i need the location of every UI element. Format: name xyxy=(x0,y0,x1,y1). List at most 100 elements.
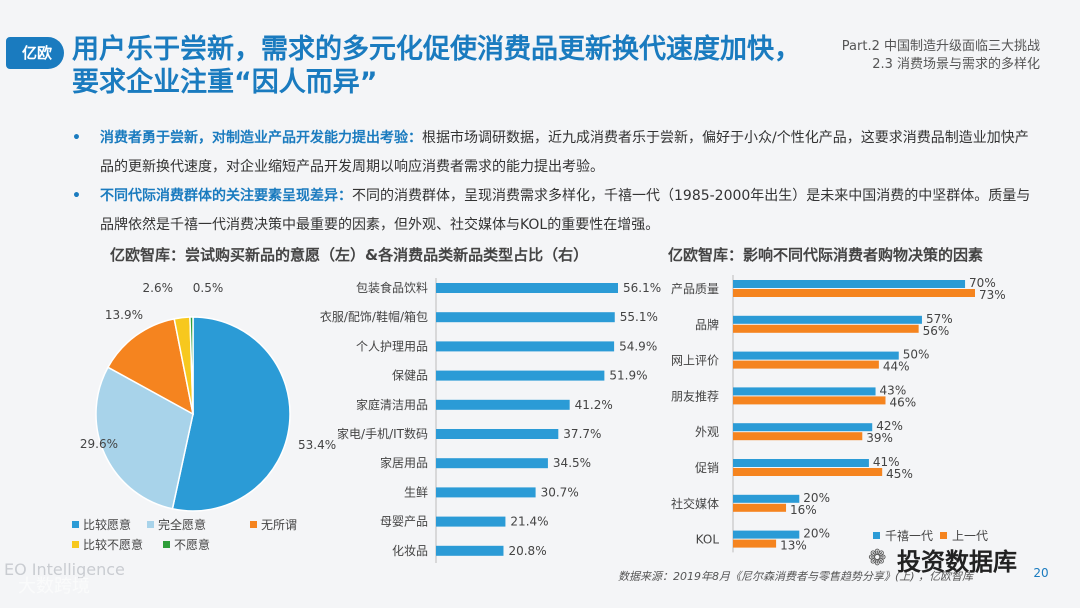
pie-label: 13.9% xyxy=(105,308,143,322)
grouped-bar-category-label: 朋友推荐 xyxy=(671,389,719,403)
pie-legend-swatch xyxy=(147,521,154,528)
wechat-icon: ❁ xyxy=(868,546,887,571)
bar xyxy=(436,458,548,469)
bar xyxy=(436,429,559,439)
grouped-legend-label: 千禧一代 xyxy=(885,529,933,543)
grouped-legend-swatch xyxy=(873,532,880,539)
bullet-text: 不同的消费群体，呈现消费需求多样化，千禧一代（1985-2000年出生）是未来中… xyxy=(100,188,1031,233)
grouped-bar-value-label: 16% xyxy=(790,503,817,517)
grouped-bar xyxy=(733,503,787,512)
bullet-text: 根据市场调研数据，近九成消费者乐于尝新，偏好于小众/个性化产品，这要求消费品制造… xyxy=(100,130,1029,175)
pie-legend-swatch xyxy=(72,541,79,548)
pie-slice xyxy=(171,316,291,512)
grouped-bar xyxy=(733,468,883,476)
grouped-bar xyxy=(733,459,869,467)
bar-category-label: 包装食品饮料 xyxy=(356,280,428,295)
pie-label: 53.4% xyxy=(298,438,336,452)
grouped-bar-category-label: 外观 xyxy=(695,425,719,439)
grouped-bar-value-label: 57% xyxy=(926,312,953,326)
grouped-bar xyxy=(733,315,922,324)
pie-label: 2.6% xyxy=(143,281,174,295)
bar-category-label: 保健品 xyxy=(392,369,428,383)
grouped-bar xyxy=(733,280,966,288)
bar-category-label: 化妆品 xyxy=(392,544,428,558)
pie-legend-label: 无所谓 xyxy=(261,518,297,532)
section-indicator: Part.2 中国制造升级面临三大挑战 2.3 消费场景与需求的多样化 xyxy=(842,38,1040,74)
grouped-bar xyxy=(733,289,975,297)
brand-cn-watermark: 大数跨境 xyxy=(18,576,90,597)
grouped-bar xyxy=(733,494,800,503)
logo-text: 亿欧 xyxy=(22,44,53,62)
grouped-bar-value-label: 20% xyxy=(803,491,830,505)
grouped-bar-category-label: 产品质量 xyxy=(671,282,719,296)
bar xyxy=(436,545,504,556)
part-label: Part.2 中国制造升级面临三大挑战 xyxy=(841,39,1040,54)
right-chart-subtitle: 亿欧智库：影响不同代际消费者购物决策的因素 xyxy=(668,246,984,264)
brand-en-watermark: EO Intelligence xyxy=(4,560,125,579)
grouped-bar xyxy=(733,432,863,441)
pie-legend-label: 比较不愿意 xyxy=(83,537,143,552)
bar xyxy=(436,399,570,410)
grouped-bar-value-label: 20% xyxy=(803,527,830,541)
watermark-text: 投资数据库 xyxy=(897,548,1017,576)
bar-value-label: 21.4% xyxy=(510,515,548,529)
grouped-bar xyxy=(733,324,919,333)
grouped-bar-value-label: 45% xyxy=(886,467,913,481)
grouped-bar xyxy=(733,423,873,432)
pie-slice xyxy=(189,316,194,415)
bullet-item: • 不同代际消费群体的关注要素呈现差异：不同的消费群体，呈现消费需求多样化，千禧… xyxy=(72,182,1032,240)
pie-legend-label: 比较愿意 xyxy=(83,517,131,532)
grouped-legend-swatch xyxy=(940,532,947,539)
bullet-item: • 消费者勇于尝新，对制造业产品开发能力提出考验：根据市场调研数据，近九成消费者… xyxy=(72,124,1032,182)
pie-slice xyxy=(95,366,194,510)
bar-value-label: 54.9% xyxy=(619,339,657,353)
pie-legend-label: 完全愿意 xyxy=(158,517,206,532)
bar-value-label: 20.8% xyxy=(508,544,546,558)
left-chart-subtitle: 亿欧智库：尝试购买新品的意愿（左）&各消费品类新品类型占比（右） xyxy=(110,246,589,264)
bar-value-label: 55.1% xyxy=(620,310,658,324)
bar-category-label: 家电/手机/IT数码 xyxy=(337,426,428,441)
grouped-bar-value-label: 13% xyxy=(780,539,807,553)
bar xyxy=(436,341,615,352)
grouped-bar xyxy=(733,539,777,548)
pie-slice xyxy=(106,317,195,416)
grouped-bar xyxy=(733,360,879,369)
data-source: 数据来源：2019年8月《尼尔森消费者与零售趋势分享》(上) ，亿欧智库 xyxy=(618,570,974,583)
grouped-bar-category-label: 网上评价 xyxy=(671,354,719,368)
bar-value-label: 56.1% xyxy=(623,281,661,295)
page-number: 20 xyxy=(1033,566,1049,580)
bar-category-label: 衣服/配饰/鞋帽/箱包 xyxy=(320,309,428,324)
bullet-dot: • xyxy=(72,188,81,204)
pie-legend-label: 不愿意 xyxy=(174,537,210,552)
grouped-bar-value-label: 43% xyxy=(880,383,907,397)
grouped-bar-value-label: 50% xyxy=(903,348,930,362)
grouped-bar-value-label: 41% xyxy=(873,455,900,469)
bar xyxy=(436,312,615,323)
grouped-bar-category-label: KOL xyxy=(696,533,720,547)
pie-legend-swatch xyxy=(72,521,79,528)
grouped-bar xyxy=(733,387,876,396)
bar xyxy=(436,370,605,381)
bar xyxy=(436,487,536,498)
bullet-list: • 消费者勇于尝新，对制造业产品开发能力提出考验：根据市场调研数据，近九成消费者… xyxy=(72,124,1032,240)
grouped-bar xyxy=(733,530,800,539)
pie-label: 29.6% xyxy=(80,437,118,451)
title-line-1: 用户乐于尝新，需求的多元化促使消费品更新换代速度加快， xyxy=(72,34,801,65)
grouped-bar xyxy=(733,351,899,360)
grouped-bar-value-label: 70% xyxy=(969,276,996,290)
bar-value-label: 51.9% xyxy=(609,369,647,383)
grouped-bar-value-label: 44% xyxy=(883,360,910,374)
grouped-bar-category-label: 促销 xyxy=(695,461,719,475)
grouped-bar-value-label: 73% xyxy=(979,288,1006,302)
bar xyxy=(436,516,506,527)
bullet-highlight: 不同代际消费群体的关注要素呈现差异： xyxy=(100,188,352,204)
bullet-highlight: 消费者勇于尝新，对制造业产品开发能力提出考验： xyxy=(100,130,422,146)
bullet-dot: • xyxy=(72,130,81,146)
bar-value-label: 37.7% xyxy=(563,427,601,441)
title-line-2: 要求企业注重“因人而异” xyxy=(72,67,378,98)
pie-legend-swatch xyxy=(250,521,257,528)
section-label: 2.3 消费场景与需求的多样化 xyxy=(872,57,1040,72)
grouped-bar-category-label: 社交媒体 xyxy=(671,496,719,511)
pie-legend-swatch xyxy=(163,541,170,548)
